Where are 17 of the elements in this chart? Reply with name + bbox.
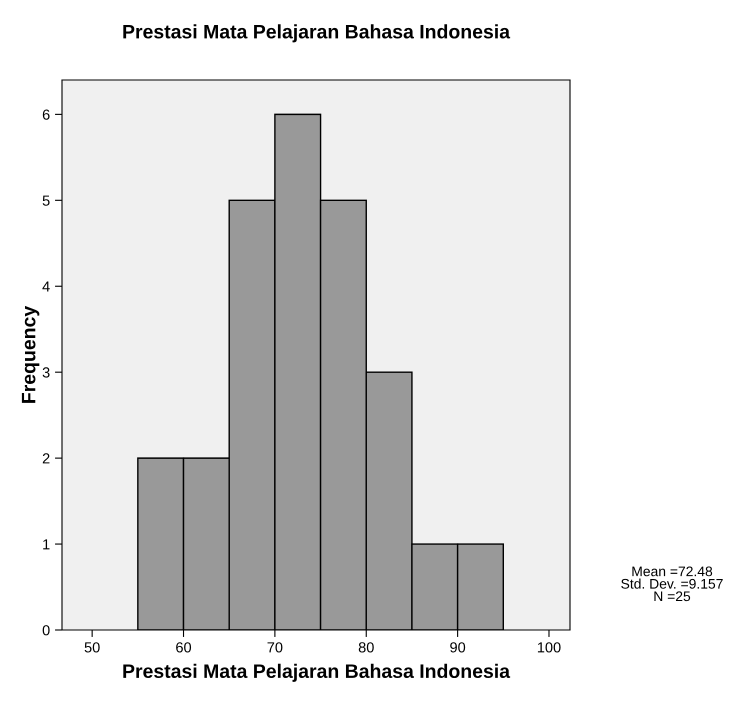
y-tick-label: 3 [42, 367, 50, 378]
x-tick-label: 60 [176, 642, 192, 653]
x-tick-label: 80 [358, 642, 374, 653]
x-axis-title: Prestasi Mata Pelajaran Bahasa Indonesia [123, 664, 510, 682]
y-tick-label: 1 [43, 539, 50, 550]
chart-title: Prestasi Mata Pelajaran Bahasa Indonesia [123, 24, 510, 42]
y-tick-label: 2 [42, 453, 50, 464]
x-tick-label: 70 [268, 642, 282, 653]
y-tick-label: 0 [42, 625, 50, 636]
y-axis-title: Frequency [22, 306, 40, 403]
y-tick-label: 5 [42, 196, 50, 206]
x-tick-label: 50 [84, 642, 100, 653]
text: Mean =72.48 Std. Dev. =9.157 N =25 [621, 566, 723, 602]
y-tick-label: 6 [42, 109, 50, 120]
y-tick-label: 4 [42, 282, 50, 292]
x-tick-label: 100 [538, 642, 561, 653]
x-tick-label: 90 [450, 642, 466, 653]
